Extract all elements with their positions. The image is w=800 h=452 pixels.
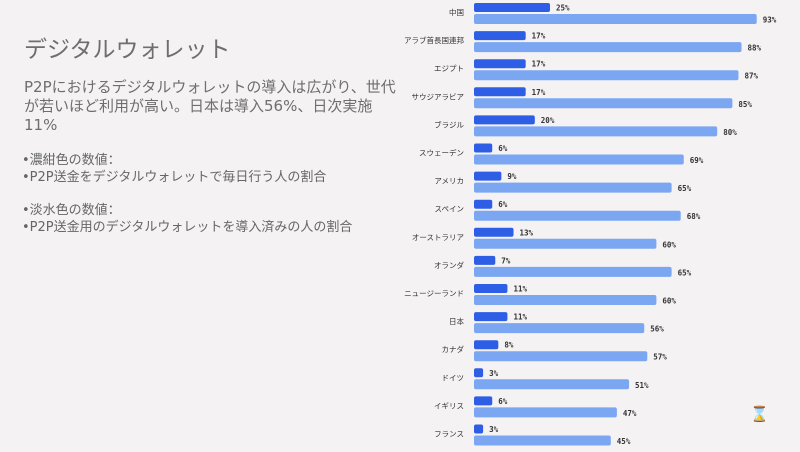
category-label: イギリス: [434, 401, 464, 410]
category-label: スウェーデン: [419, 148, 464, 158]
bar-daily: [474, 312, 508, 322]
data-label: 6%: [498, 144, 508, 153]
legend-dark-desc: •P2P送金をデジタルウォレットで毎日行う人の割合: [22, 170, 327, 185]
bar-daily: [474, 31, 526, 41]
data-label: 57%: [653, 353, 667, 362]
bar-daily: [474, 284, 508, 293]
category-label: 日本: [449, 316, 464, 326]
data-label: 47%: [623, 409, 637, 418]
bar-daily: [474, 59, 526, 69]
data-label: 68%: [687, 212, 701, 221]
data-label: 7%: [501, 256, 511, 265]
bar-daily: [474, 199, 493, 209]
data-label: 87%: [744, 72, 758, 81]
data-label: 93%: [763, 16, 777, 25]
bar-daily: [474, 255, 496, 265]
bar-adopted: [474, 266, 672, 277]
bar-daily: [474, 424, 484, 434]
bar-adopted: [474, 295, 657, 305]
data-label: 3%: [489, 425, 499, 434]
hourglass-icon: ⌛: [750, 405, 769, 423]
bar-adopted: [474, 238, 657, 249]
data-label: 60%: [662, 297, 676, 306]
category-label: アメリカ: [434, 177, 464, 186]
bar-daily: [474, 396, 493, 406]
bar-daily: [474, 143, 493, 153]
data-label: 11%: [513, 313, 527, 322]
bar-adopted: [474, 126, 718, 137]
bar-daily: [474, 368, 484, 378]
data-label: 17%: [532, 88, 546, 97]
bar-adopted: [474, 323, 645, 334]
bar-daily: [474, 115, 535, 125]
bar-adopted: [474, 210, 681, 221]
data-label: 6%: [498, 397, 508, 406]
category-label: オーストラリア: [412, 233, 464, 242]
data-label: 80%: [723, 128, 737, 137]
data-label: 60%: [662, 240, 676, 249]
category-label: ドイツ: [442, 373, 465, 382]
data-label: 20%: [541, 116, 555, 125]
bar-adopted: [474, 182, 672, 193]
bar-daily: [474, 340, 499, 350]
bar-adopted: [474, 14, 757, 24]
legend-dark-heading: •濃紺色の数値：: [22, 153, 121, 168]
summary-text: P2Pにおけるデジタルウォレットの導入は広がり、世代が若いほど利用が高い。日本は…: [24, 78, 396, 134]
bar-adopted: [474, 407, 617, 418]
bar-adopted: [474, 70, 739, 81]
bar-adopted: [474, 154, 684, 165]
bar-daily: [474, 87, 526, 97]
bar-adopted: [474, 351, 648, 362]
data-label: 6%: [498, 200, 508, 209]
page-title: デジタルウォレット: [24, 37, 231, 63]
category-label: フランス: [434, 430, 464, 439]
legend-light-desc: •P2P送金用のデジタルウォレットを導入済みの人の割合: [22, 220, 353, 235]
category-label: カナダ: [442, 344, 465, 354]
data-label: 56%: [650, 325, 664, 334]
category-label: サウジアラビア: [412, 92, 465, 101]
data-label: 17%: [532, 60, 546, 69]
category-label: ブラジル: [434, 119, 464, 129]
bar-daily: [474, 227, 514, 237]
category-label: アラブ首長国連邦: [404, 35, 464, 45]
data-label: 17%: [532, 32, 546, 41]
category-label: オランダ: [434, 260, 464, 270]
legend-light: •淡水色の数値： •P2P送金用のデジタルウォレットを導入済みの人の割合: [22, 202, 352, 236]
bar-daily: [474, 3, 550, 12]
data-label: 51%: [635, 381, 649, 390]
bar-adopted: [474, 379, 630, 390]
data-label: 13%: [520, 228, 534, 237]
category-label: スペイン: [435, 205, 464, 214]
bar-daily: [474, 171, 502, 181]
bar-adopted: [474, 42, 742, 53]
legend-dark: •濃紺色の数値： •P2P送金をデジタルウォレットで毎日行う人の割合: [22, 152, 326, 186]
category-label: ニュージーランド: [404, 289, 464, 298]
legend-light-heading: •淡水色の数値：: [22, 203, 121, 218]
data-label: 11%: [513, 285, 527, 294]
data-label: 9%: [507, 172, 517, 181]
bar-adopted: [474, 98, 733, 109]
data-label: 69%: [690, 156, 704, 165]
category-label: 中国: [449, 7, 464, 17]
data-label: 88%: [748, 44, 762, 53]
data-label: 65%: [678, 268, 692, 277]
bar-adopted: [474, 435, 611, 446]
category-label: エジプト: [434, 64, 464, 73]
data-label: 45%: [617, 437, 631, 446]
data-label: 3%: [489, 369, 499, 378]
data-label: 25%: [556, 4, 570, 13]
data-label: 8%: [504, 341, 514, 350]
data-label: 65%: [678, 184, 692, 193]
data-label: 85%: [738, 100, 752, 109]
